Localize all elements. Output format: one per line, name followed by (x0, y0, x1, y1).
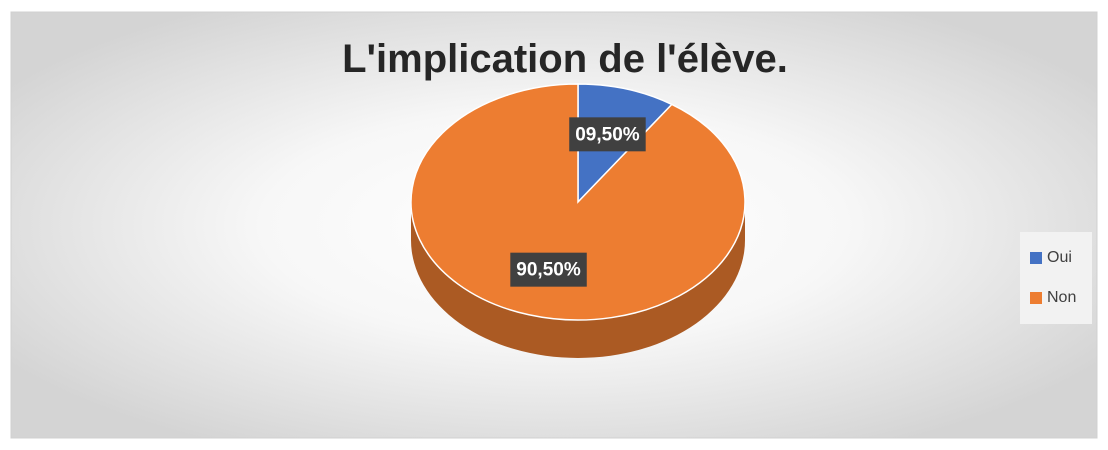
legend-label: Non (1047, 289, 1076, 306)
legend-swatch (1030, 252, 1042, 264)
legend-label: Oui (1047, 249, 1072, 266)
legend (1020, 232, 1092, 324)
value-label: 09,50% (575, 124, 640, 145)
value-label: 90,50% (516, 260, 581, 281)
slice-side (411, 202, 745, 358)
slice (410, 83, 746, 321)
value-label-box (510, 252, 587, 287)
value-label-box (569, 117, 646, 152)
legend-swatch (1030, 292, 1042, 304)
chart-title: L'implication de l'élève. (342, 37, 788, 81)
